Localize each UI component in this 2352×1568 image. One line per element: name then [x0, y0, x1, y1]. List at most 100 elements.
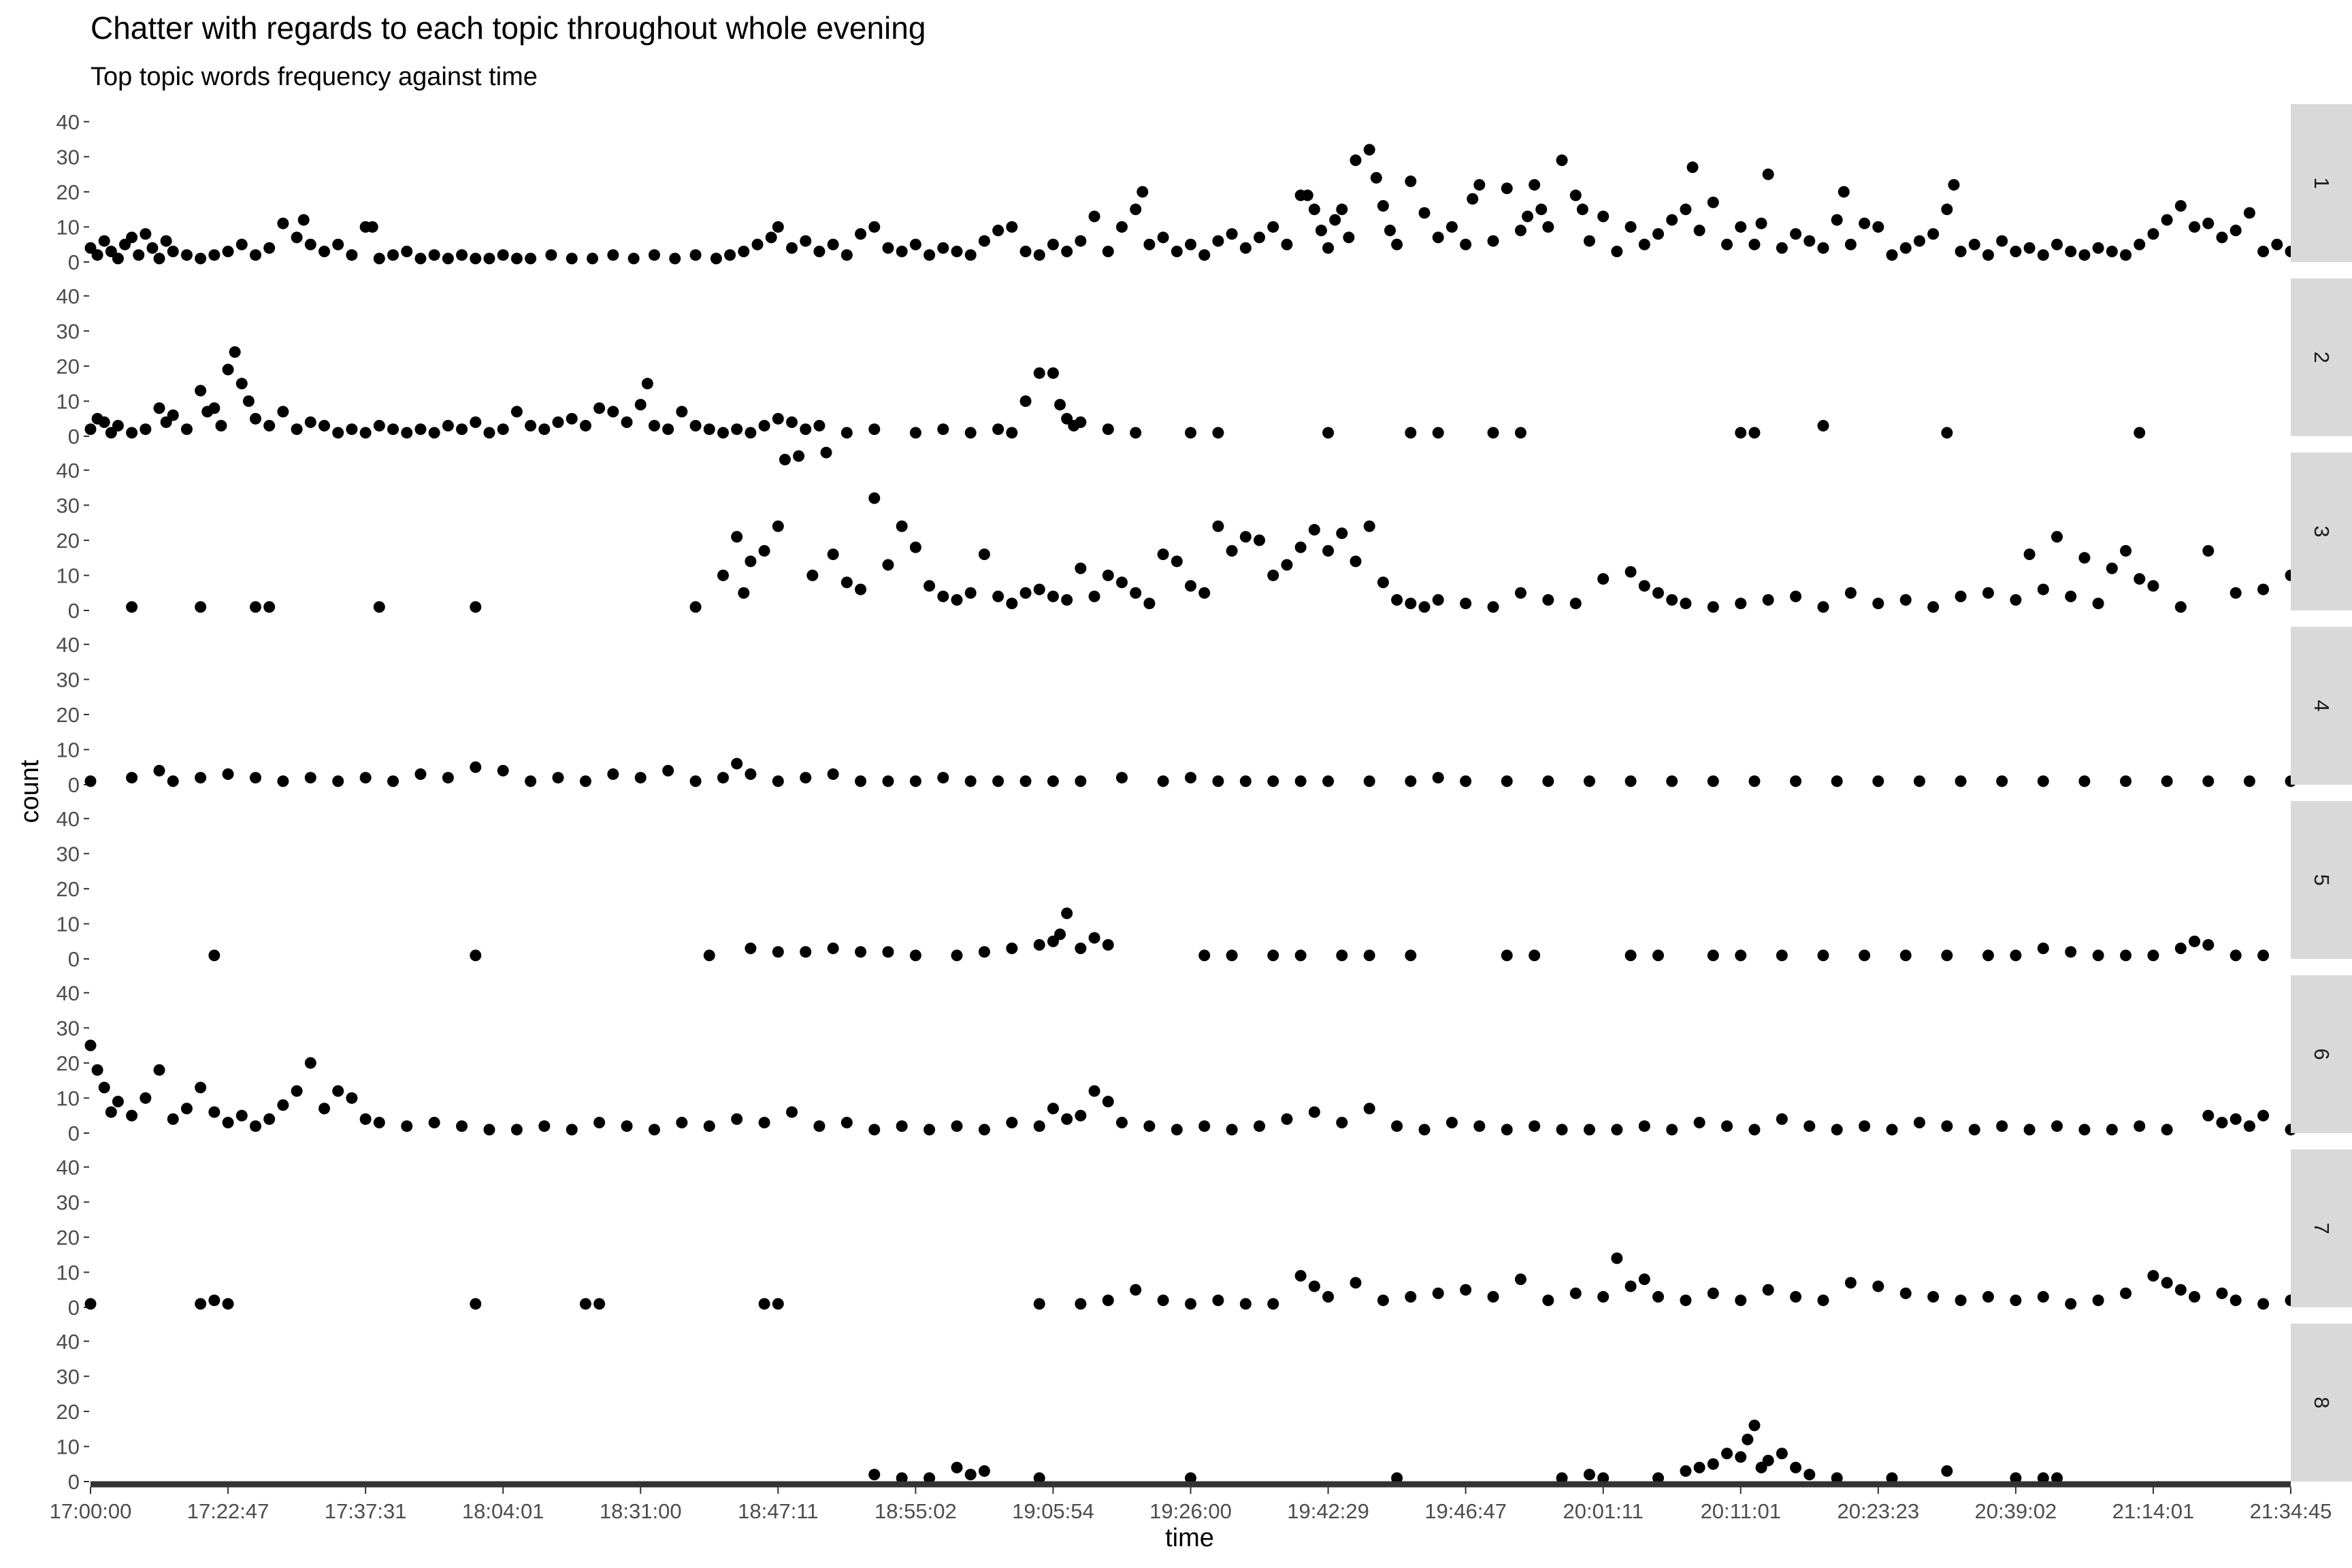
data-point — [1075, 775, 1087, 787]
data-point — [1831, 775, 1843, 787]
data-point — [1968, 1124, 1980, 1136]
data-point — [1583, 1469, 1595, 1481]
data-point — [992, 775, 1004, 787]
facet-strip — [2291, 453, 2352, 610]
data-point — [2078, 1124, 2091, 1136]
data-point — [2065, 946, 2077, 958]
data-point — [1886, 1472, 1898, 1484]
data-point — [868, 423, 881, 436]
data-point — [2065, 1298, 2077, 1310]
data-point — [1817, 242, 1829, 254]
x-tick-label: 17:22:47 — [187, 1499, 270, 1523]
data-point — [1405, 598, 1417, 610]
data-point — [827, 549, 839, 561]
data-point — [1597, 573, 1610, 585]
data-point — [1886, 1124, 1898, 1136]
data-point — [1844, 587, 1857, 599]
y-tick-label: 10 — [56, 1435, 80, 1458]
data-point — [304, 416, 316, 428]
data-point — [634, 772, 647, 784]
data-point — [951, 949, 963, 962]
data-point — [1501, 182, 1513, 195]
data-point — [909, 541, 921, 553]
data-point — [2161, 1277, 2173, 1289]
data-point — [263, 601, 276, 613]
data-point — [1198, 949, 1211, 962]
data-point — [1996, 235, 2008, 247]
data-point — [1019, 587, 1032, 599]
data-point — [731, 531, 743, 543]
data-point — [2051, 1472, 2063, 1484]
data-point — [1075, 416, 1087, 428]
data-point — [1583, 775, 1595, 787]
data-point — [1143, 1120, 1156, 1132]
y-tick-label: 0 — [68, 1122, 80, 1145]
data-point — [800, 946, 812, 958]
facet-strip — [2291, 278, 2352, 436]
data-point — [1652, 587, 1665, 599]
data-point — [1803, 1120, 1816, 1132]
data-point — [1075, 562, 1087, 574]
facet-strip-label: 4 — [2310, 700, 2334, 711]
data-point — [951, 246, 963, 258]
data-point — [689, 775, 702, 787]
data-point — [1418, 1124, 1431, 1136]
y-tick-label: 20 — [56, 1051, 80, 1075]
y-tick-label: 30 — [56, 1190, 80, 1214]
data-point — [738, 246, 750, 258]
data-point — [1033, 583, 1045, 595]
data-point — [180, 423, 193, 436]
data-point — [840, 427, 853, 439]
data-point — [195, 1298, 207, 1310]
data-point — [607, 406, 619, 418]
data-point — [1597, 1291, 1610, 1303]
data-point — [401, 427, 413, 439]
data-point — [112, 1096, 124, 1108]
data-point — [2092, 242, 2104, 254]
data-point — [98, 416, 110, 428]
data-point — [1336, 1117, 1348, 1129]
data-point — [1790, 775, 1802, 787]
data-point — [497, 764, 509, 777]
data-point — [140, 423, 152, 436]
data-point — [1913, 775, 1925, 787]
data-point — [1115, 1117, 1128, 1129]
data-point — [373, 1117, 385, 1129]
y-tick-label: 40 — [56, 110, 80, 134]
data-point — [1088, 1085, 1100, 1097]
data-point — [222, 768, 234, 781]
data-point — [676, 1117, 688, 1129]
data-point — [1680, 1465, 1692, 1477]
data-point — [1762, 1284, 1774, 1296]
data-point — [1343, 231, 1355, 244]
data-point — [235, 1109, 248, 1122]
y-tick-label: 20 — [56, 703, 80, 727]
data-point — [1267, 220, 1279, 233]
x-tick-label: 20:11:01 — [1701, 1499, 1781, 1523]
data-point — [277, 406, 289, 418]
data-point — [731, 423, 743, 436]
data-point — [1624, 775, 1637, 787]
x-axis: 17:00:00 17:22:47 17:37:31 18:04:01 18:31:00… — [50, 1481, 2332, 1523]
data-point — [648, 420, 660, 432]
data-point — [1033, 367, 1045, 379]
data-point — [146, 242, 159, 254]
data-point — [1611, 1252, 1623, 1264]
data-point — [1686, 161, 1699, 174]
data-point — [1405, 175, 1417, 187]
data-point — [2189, 220, 2201, 233]
data-point — [1226, 544, 1238, 557]
y-tick-label: 10 — [56, 738, 80, 762]
data-point — [786, 416, 798, 428]
data-point — [112, 252, 124, 265]
x-tick-label: 21:34:45 — [2250, 1499, 2332, 1523]
data-point — [359, 772, 372, 784]
data-point — [2120, 1287, 2132, 1299]
data-point — [98, 1081, 110, 1094]
facet-strip-label: 5 — [2310, 874, 2334, 885]
data-point — [387, 423, 399, 436]
data-point — [428, 249, 440, 261]
data-point — [414, 252, 427, 265]
data-point — [1391, 1120, 1403, 1132]
y-tick-label: 40 — [56, 459, 80, 483]
